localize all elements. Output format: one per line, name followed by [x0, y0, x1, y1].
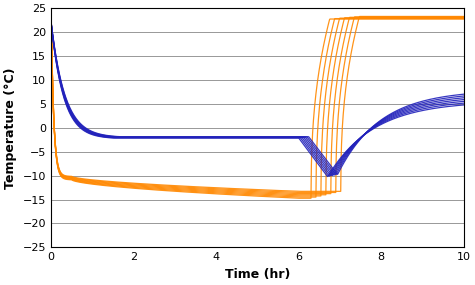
X-axis label: Time (hr): Time (hr): [225, 268, 290, 281]
Y-axis label: Temperature (°C): Temperature (°C): [4, 67, 17, 189]
